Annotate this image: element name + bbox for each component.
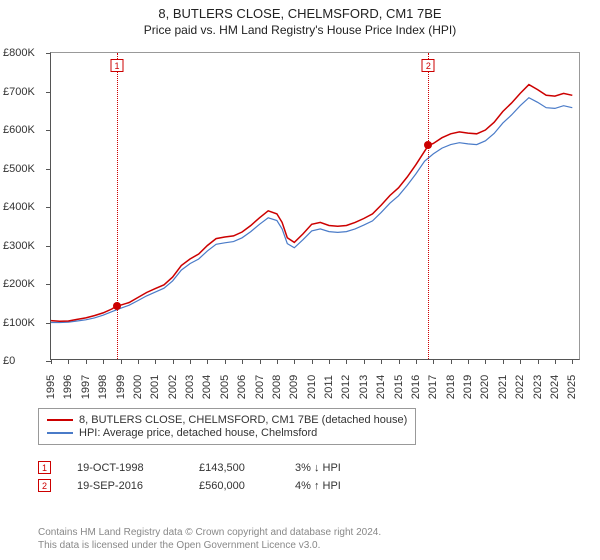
x-axis-label: 2019 bbox=[462, 375, 474, 399]
sale-row: 1 19-OCT-1998 £143,500 3% ↓ HPI bbox=[38, 461, 375, 474]
attribution-line2: This data is licensed under the Open Gov… bbox=[38, 539, 381, 552]
y-axis-label: £100K bbox=[3, 317, 35, 329]
x-axis-label: 2023 bbox=[532, 375, 544, 399]
y-axis-label: £600K bbox=[3, 124, 35, 136]
x-axis-label: 2001 bbox=[149, 375, 161, 399]
x-axis-label: 2006 bbox=[236, 375, 248, 399]
sale-row: 2 19-SEP-2016 £560,000 4% ↑ HPI bbox=[38, 479, 375, 492]
legend-swatch bbox=[47, 432, 73, 434]
x-axis-label: 2009 bbox=[288, 375, 300, 399]
event-marker: 1 bbox=[111, 59, 124, 72]
chart-legend: 8, BUTLERS CLOSE, CHELMSFORD, CM1 7BE (d… bbox=[38, 408, 416, 445]
x-axis-label: 2007 bbox=[254, 375, 266, 399]
y-axis-label: £300K bbox=[3, 240, 35, 252]
attribution: Contains HM Land Registry data © Crown c… bbox=[38, 526, 381, 552]
x-axis-label: 2015 bbox=[393, 375, 405, 399]
x-axis-label: 1998 bbox=[97, 375, 109, 399]
sale-hpi-diff: 4% ↑ HPI bbox=[295, 480, 375, 492]
sale-point bbox=[113, 302, 121, 310]
price-chart: £0£100K£200K£300K£400K£500K£600K£700K£80… bbox=[50, 52, 580, 360]
sale-hpi-diff: 3% ↓ HPI bbox=[295, 462, 375, 474]
series-property bbox=[51, 85, 572, 322]
x-axis-label: 2004 bbox=[201, 375, 213, 399]
x-axis-label: 1999 bbox=[115, 375, 127, 399]
sale-price: £143,500 bbox=[199, 462, 269, 474]
x-axis-label: 2005 bbox=[219, 375, 231, 399]
x-axis-label: 2017 bbox=[427, 375, 439, 399]
plot-area: £0£100K£200K£300K£400K£500K£600K£700K£80… bbox=[50, 52, 580, 360]
page-title: 8, BUTLERS CLOSE, CHELMSFORD, CM1 7BE bbox=[0, 6, 600, 21]
x-axis-label: 2000 bbox=[132, 375, 144, 399]
x-axis-label: 2002 bbox=[167, 375, 179, 399]
y-axis-label: £0 bbox=[3, 355, 15, 367]
x-axis-label: 2020 bbox=[479, 375, 491, 399]
legend-swatch bbox=[47, 419, 73, 421]
sale-marker: 1 bbox=[38, 461, 51, 474]
y-axis-label: £200K bbox=[3, 278, 35, 290]
attribution-line1: Contains HM Land Registry data © Crown c… bbox=[38, 526, 381, 539]
x-axis-label: 2012 bbox=[340, 375, 352, 399]
sale-price: £560,000 bbox=[199, 480, 269, 492]
event-marker: 2 bbox=[422, 59, 435, 72]
event-line bbox=[117, 53, 118, 359]
chart-lines bbox=[51, 53, 581, 361]
x-axis-label: 1997 bbox=[80, 375, 92, 399]
x-axis-label: 2025 bbox=[566, 375, 578, 399]
x-axis-label: 1996 bbox=[62, 375, 74, 399]
y-axis-label: £500K bbox=[3, 163, 35, 175]
y-axis-label: £700K bbox=[3, 86, 35, 98]
sale-date: 19-OCT-1998 bbox=[77, 462, 173, 474]
legend-item: 8, BUTLERS CLOSE, CHELMSFORD, CM1 7BE (d… bbox=[47, 414, 407, 426]
x-axis-label: 2008 bbox=[271, 375, 283, 399]
x-axis-label: 2014 bbox=[375, 375, 387, 399]
x-axis-label: 2016 bbox=[410, 375, 422, 399]
x-axis-label: 1995 bbox=[45, 375, 57, 399]
x-axis-label: 2021 bbox=[497, 375, 509, 399]
x-axis-label: 2018 bbox=[445, 375, 457, 399]
page-subtitle: Price paid vs. HM Land Registry's House … bbox=[0, 23, 600, 37]
sale-point bbox=[424, 141, 432, 149]
x-axis-label: 2022 bbox=[514, 375, 526, 399]
y-axis-label: £400K bbox=[3, 201, 35, 213]
x-axis-label: 2024 bbox=[549, 375, 561, 399]
sales-table: 1 19-OCT-1998 £143,500 3% ↓ HPI 2 19-SEP-2016… bbox=[38, 456, 375, 497]
x-axis-label: 2010 bbox=[306, 375, 318, 399]
y-axis-label: £800K bbox=[3, 47, 35, 59]
legend-label: 8, BUTLERS CLOSE, CHELMSFORD, CM1 7BE (d… bbox=[79, 414, 407, 426]
sale-marker: 2 bbox=[38, 479, 51, 492]
series-hpi bbox=[51, 98, 572, 323]
x-axis-label: 2003 bbox=[184, 375, 196, 399]
legend-label: HPI: Average price, detached house, Chel… bbox=[79, 427, 317, 439]
event-line bbox=[428, 53, 429, 359]
legend-item: HPI: Average price, detached house, Chel… bbox=[47, 427, 407, 439]
sale-date: 19-SEP-2016 bbox=[77, 480, 173, 492]
x-axis-label: 2013 bbox=[358, 375, 370, 399]
x-axis-label: 2011 bbox=[323, 375, 335, 399]
